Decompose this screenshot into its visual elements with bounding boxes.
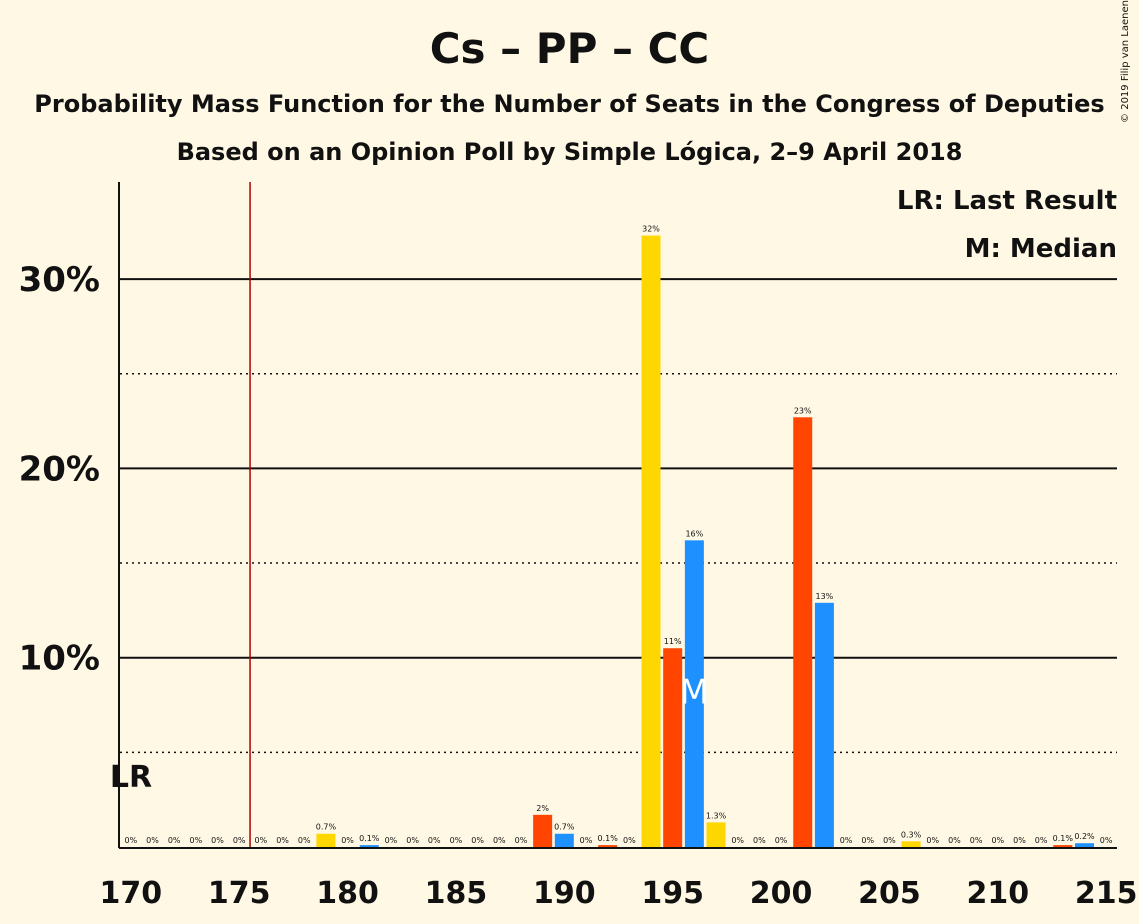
data-label: 0% (623, 836, 636, 845)
data-label: 0% (515, 836, 528, 845)
bar (684, 540, 704, 847)
bars (316, 235, 1094, 847)
data-label: 0.3% (901, 830, 922, 839)
data-label: 0% (298, 836, 311, 845)
data-label: 0% (926, 836, 939, 845)
data-label: 0% (190, 836, 203, 845)
data-label: 2% (536, 804, 549, 813)
data-label: 0% (861, 836, 874, 845)
legend-last-result: LR: Last Result (897, 186, 1117, 216)
data-label: 0% (1100, 836, 1113, 845)
data-label: 0% (211, 836, 224, 845)
data-label: 0% (471, 836, 484, 845)
bar (814, 602, 834, 847)
bar (641, 235, 661, 847)
x-tick-label: 175 (208, 876, 271, 911)
bar (793, 417, 813, 847)
data-label: 1.3% (706, 811, 727, 820)
y-tick-label: 30% (19, 260, 100, 300)
data-label: 0% (276, 836, 289, 845)
bar (1074, 843, 1094, 847)
bar-labels: 0% 0% 0% 0% 0% 0% 0% 0% 0% 0.7% 0% 0.1% 0% 0% 0% 0% 0% 0%… (124, 225, 1112, 845)
chart-subtitle: Probability Mass Function for the Number… (34, 90, 1105, 118)
x-tick-label: 190 (533, 876, 596, 911)
data-label: 0.7% (554, 823, 575, 832)
x-tick-label: 200 (750, 876, 813, 911)
data-label: 0% (428, 836, 441, 845)
data-label: 32% (642, 225, 660, 234)
bar (706, 822, 726, 847)
x-tick-label: 215 (1075, 876, 1138, 911)
data-label: 0% (233, 836, 246, 845)
x-tick-label: 195 (641, 876, 704, 911)
data-label: 0% (450, 836, 463, 845)
grid-lines: 10% 20% 30% (19, 182, 1117, 847)
data-label: 0% (991, 836, 1004, 845)
data-label: 0% (775, 836, 788, 845)
chart-title: Cs – PP – CC (429, 24, 710, 73)
y-tick-label: 10% (19, 639, 100, 679)
data-label: 0% (970, 836, 983, 845)
data-label: 0% (493, 836, 506, 845)
data-label: 11% (664, 637, 682, 646)
axes: 170 175 180 185 190 195 200 205 210 215 (100, 182, 1138, 911)
chart-source-line: Based on an Opinion Poll by Simple Lógic… (176, 138, 963, 166)
data-label: 23% (794, 406, 812, 415)
data-label: 0.7% (316, 823, 337, 832)
data-label: 0% (146, 836, 159, 845)
data-label: 0% (406, 836, 419, 845)
bar (554, 833, 574, 847)
data-label: 0% (731, 836, 744, 845)
data-label: 0.1% (1053, 834, 1074, 843)
data-label: 0.2% (1074, 832, 1095, 841)
data-label: 0% (753, 836, 766, 845)
bar (598, 845, 618, 847)
data-label: 0% (1013, 836, 1026, 845)
data-label: 13% (816, 592, 834, 601)
x-tick-label: 210 (966, 876, 1029, 911)
data-label: 0% (1035, 836, 1048, 845)
bar (1053, 845, 1073, 847)
legend-median: M: Median (965, 234, 1117, 264)
last-result-marker: LR (110, 760, 152, 795)
bar (663, 648, 683, 847)
data-label: 0% (948, 836, 961, 845)
data-label: 0.1% (597, 834, 618, 843)
data-label: 0% (168, 836, 181, 845)
x-tick-label: 205 (858, 876, 921, 911)
data-label: 0% (385, 836, 398, 845)
bar (359, 845, 379, 847)
data-label: 0% (580, 836, 593, 845)
bar (533, 814, 553, 847)
data-label: 0% (124, 836, 137, 845)
data-label: 0% (255, 836, 268, 845)
bar (901, 841, 921, 847)
x-tick-label: 170 (100, 876, 163, 911)
data-label: 0% (840, 836, 853, 845)
x-tick-label: 185 (425, 876, 488, 911)
data-label: 0% (883, 836, 896, 845)
data-label: 0% (341, 836, 354, 845)
x-tick-label: 180 (316, 876, 379, 911)
bar (316, 833, 336, 847)
y-tick-label: 20% (19, 449, 100, 489)
median-marker: M (680, 673, 709, 713)
data-label: 0.1% (359, 834, 380, 843)
data-label: 16% (685, 529, 703, 538)
